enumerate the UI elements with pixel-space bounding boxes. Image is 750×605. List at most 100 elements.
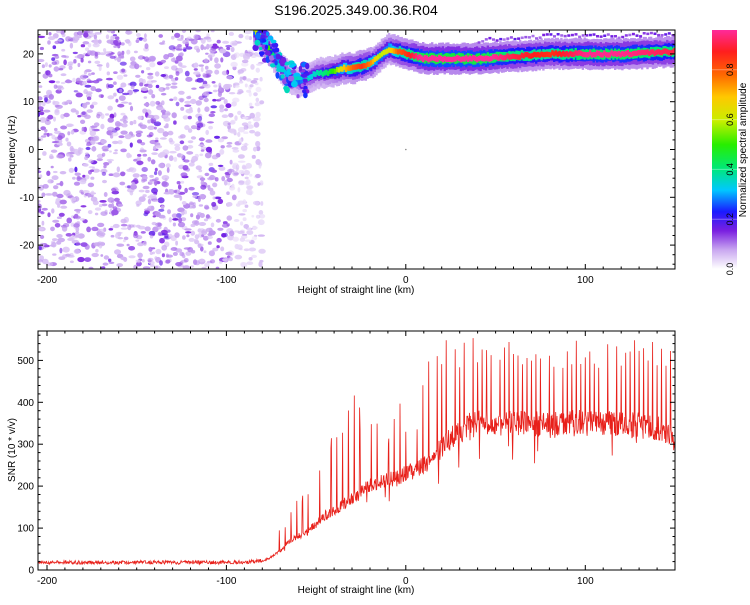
noise-speckle (83, 70, 87, 75)
noise-speckle (212, 182, 218, 188)
noise-speckle (171, 213, 178, 219)
noise-speckle (207, 235, 213, 239)
noise-speckle (102, 149, 109, 152)
noise-speckle (160, 59, 167, 64)
noise-speckle (113, 71, 118, 74)
noise-speckle (72, 77, 76, 83)
noise-speckle (114, 149, 118, 152)
noise-speckle (237, 110, 242, 115)
noise-speckle (227, 234, 235, 241)
signal-track-cell (594, 52, 597, 58)
noise-speckle (29, 181, 36, 185)
noise-speckle (84, 152, 89, 156)
noise-speckle (128, 255, 136, 259)
signal-onset-speckle (266, 31, 269, 37)
noise-speckle (154, 167, 158, 172)
signal-fringe-cell (671, 34, 675, 37)
noise-speckle (237, 131, 241, 137)
noise-speckle (226, 46, 231, 51)
noise-speckle (91, 226, 99, 232)
signal-track-cell (554, 50, 558, 56)
noise-speckle (197, 228, 202, 233)
noise-speckle (171, 35, 175, 40)
noise-speckle (63, 112, 70, 118)
noise-speckle (212, 98, 217, 102)
noise-speckle (115, 98, 119, 103)
signal-track-cell (332, 68, 335, 74)
noise-speckle (199, 153, 204, 157)
signal-track-cell (353, 64, 357, 70)
noise-speckle (190, 125, 198, 130)
noise-speckle (256, 145, 261, 152)
noise-speckle (83, 163, 89, 167)
noise-speckle (79, 74, 88, 80)
signal-fringe-cell (488, 36, 492, 40)
noise-speckle (215, 218, 221, 223)
noise-speckle (100, 211, 108, 217)
noise-speckle (248, 257, 253, 261)
signal-track-cell (457, 55, 461, 62)
noise-speckle (84, 174, 90, 180)
noise-speckle (112, 34, 117, 37)
noise-speckle (237, 187, 241, 193)
noise-speckle (77, 62, 81, 68)
noise-speckle (56, 193, 64, 199)
noise-speckle (113, 45, 118, 48)
signal-track-cell (334, 68, 337, 74)
noise-speckle (85, 146, 91, 151)
noise-speckle (68, 123, 75, 127)
noise-speckle (56, 30, 62, 34)
signal-fringe-cell (621, 35, 625, 39)
signal-track-cell (621, 51, 624, 57)
noise-speckle (120, 55, 125, 59)
noise-speckle (186, 234, 190, 238)
noise-speckle (214, 135, 220, 139)
noise-speckle (185, 108, 194, 114)
signal-onset-speckle (284, 61, 290, 66)
noise-speckle (158, 34, 163, 38)
signal-track-cell (660, 50, 663, 56)
signal-onset-speckle (290, 69, 297, 74)
noise-speckle (161, 253, 165, 258)
signal-track-cell (588, 50, 592, 56)
signal-fringe-cell (660, 34, 664, 37)
signal-fringe-cell (606, 33, 610, 36)
x-tick-label: -100 (216, 576, 236, 587)
noise-speckle (190, 230, 196, 236)
noise-speckle (67, 131, 71, 136)
noise-speckle (110, 31, 115, 34)
noise-speckle (188, 38, 195, 42)
noise-speckle (52, 45, 57, 50)
noise-speckle (119, 88, 123, 93)
noise-speckle (51, 141, 60, 144)
noise-speckle (166, 167, 170, 173)
signal-onset-speckle (303, 92, 308, 99)
y-tick-label: 300 (17, 440, 34, 451)
noise-speckle (233, 172, 239, 175)
noise-speckle (88, 170, 92, 175)
noise-speckle (87, 193, 91, 198)
signal-track-cell (481, 55, 484, 62)
noise-speckle (182, 235, 186, 240)
signal-onset-speckle (268, 55, 275, 61)
signal-track-cell (603, 50, 606, 56)
noise-speckle (154, 71, 160, 77)
noise-speckle (177, 221, 186, 228)
signal-track-cell (569, 50, 572, 57)
noise-speckle (82, 41, 90, 45)
noise-speckle (160, 74, 167, 77)
noise-speckle (191, 87, 197, 90)
noise-speckle (111, 190, 120, 195)
signal-onset-speckle (287, 75, 295, 82)
noise-speckle (180, 172, 188, 177)
signal-track-cell (529, 53, 533, 59)
signal-fringe-cell (657, 33, 661, 37)
noise-speckle (129, 56, 136, 62)
noise-speckle (48, 80, 56, 84)
signal-track-cell (402, 49, 405, 55)
signal-track-cell (368, 61, 371, 67)
noise-speckle (138, 225, 146, 230)
noise-speckle (100, 254, 104, 257)
noise-speckle (38, 127, 40, 132)
signal-track-cell (448, 56, 452, 63)
